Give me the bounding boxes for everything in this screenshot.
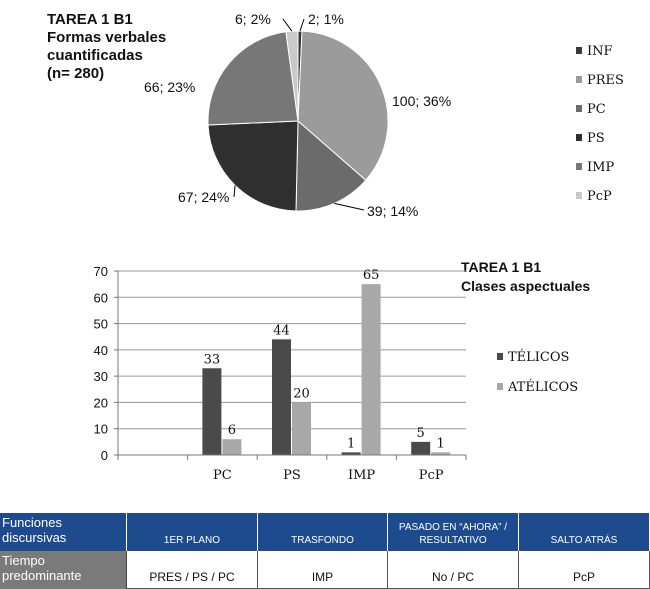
legend-label: PRES [587,73,624,88]
bar-atelicos [292,402,311,455]
table-header-cell: trasfondo [258,513,388,551]
pie-data-label: 2; 1% [308,11,344,27]
legend-label: IMP [587,160,614,175]
bar-atelicos [431,452,451,455]
y-tick-label: 40 [94,343,108,358]
legend-swatch-pcp [576,192,582,199]
bar-data-label: 33 [204,352,221,367]
y-tick-label: 60 [94,290,108,305]
legend-label: PcP [587,189,612,204]
legend-swatch-inf [576,47,582,54]
bar-atelicos [222,439,242,455]
pie-title-line: (n= 280) [47,65,105,82]
legend-swatch-pres [576,76,582,83]
legend-label: TÉLICOS [508,349,569,365]
table-header-cell: pasado en “ahora” / resultativo [388,513,519,551]
pie-data-label: 100; 36% [392,93,451,109]
pie-title-line: cuantificadas [47,47,143,64]
pie-leader-line [282,18,293,32]
pie-data-label: 66; 23% [144,79,195,95]
bar-data-label: 20 [293,386,310,401]
bar-telicos [202,368,222,455]
bar-data-label: 1 [347,436,355,451]
legend-swatch-telicos [497,353,503,360]
legend-label: PS [587,131,605,146]
pie-slice-imp [207,31,299,126]
x-tick-label: PcP [419,468,444,483]
bar-telicos [411,441,431,455]
bar-data-label: 44 [273,323,290,338]
legend-swatch-ps [576,134,582,141]
pie-data-label: 39; 14% [367,203,418,219]
x-tick-label: PS [283,468,301,483]
pie-title-line: TAREA 1 B1 [47,11,133,28]
bar-atelicos [361,284,381,455]
pie-leader-line [334,202,365,211]
y-tick-label: 70 [94,264,108,279]
pie-leader-line [233,185,236,198]
table-row: Tiempo predominante PRES / PS / PC IMP N… [0,551,650,589]
legend-swatch-imp [576,163,582,170]
bar-telicos [272,339,291,455]
table-row-header: Tiempo predominante [0,551,127,589]
table-cell: PRES / PS / PC [127,551,258,589]
legend-label: ATÉLICOS [507,379,578,395]
table-cell: IMP [258,551,388,589]
y-tick-label: 20 [94,395,108,410]
legend-label: INF [587,44,613,59]
bar-data-label: 5 [417,426,425,441]
pie-title-line: Formas verbales [47,29,167,46]
table-cell: PcP [519,551,650,589]
bar-data-label: 65 [363,268,380,283]
legend-swatch-atelicos [497,383,503,390]
y-tick-label: 30 [94,369,108,384]
table-cell: No / PC [388,551,519,589]
pie-chart: 2; 1% 100; 36% 39; 14% 67; 24% 66; 23% 6; 2% I… [144,11,624,219]
y-tick-label: 10 [94,422,108,437]
bar-data-label: 1 [437,436,445,451]
pie-data-label: 6; 2% [235,11,271,27]
pie-slice-ps [207,120,299,212]
x-tick-label: PC [213,468,232,483]
functions-table: Funciones discursivas 1er plano trasfond… [0,513,650,589]
table-header-cell: salto atrás [519,513,650,551]
pie-leader-line [299,18,305,32]
x-tick-label: IMP [348,468,375,483]
pie-slice-pres [297,30,389,181]
legend-swatch-pc [576,105,582,112]
table-row-header: Funciones discursivas [0,513,127,551]
bar-chart-title: TAREA 1 B1 Clases aspectuales [461,258,590,296]
y-tick-label: 0 [101,448,108,463]
bar-title-line: TAREA 1 B1 [461,259,542,275]
bar-telicos [341,452,361,455]
legend-label: PC [587,102,606,117]
table-header-cell: 1er plano [127,513,258,551]
table-header-row: Funciones discursivas 1er plano trasfond… [0,513,650,551]
bar-data-label: 6 [228,423,236,438]
y-tick-label: 50 [94,317,108,332]
pie-slice-pc [295,119,367,212]
bar-title-line: Clases aspectuales [461,278,591,294]
pie-chart-title: TAREA 1 B1 Formas verbales cuantificadas… [47,11,166,83]
pie-data-label: 67; 24% [178,189,229,205]
